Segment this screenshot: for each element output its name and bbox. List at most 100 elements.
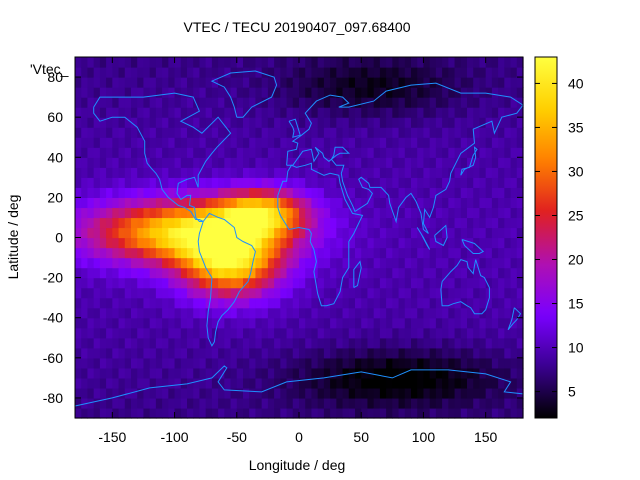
heatmap-cell bbox=[81, 257, 89, 269]
heatmap-cell bbox=[504, 317, 512, 329]
heatmap-cell bbox=[224, 127, 232, 138]
heatmap-cell bbox=[280, 407, 288, 419]
heatmap-cell bbox=[479, 227, 487, 239]
heatmap-cell bbox=[137, 217, 145, 229]
heatmap-cell bbox=[267, 357, 275, 369]
heatmap-cell bbox=[280, 57, 288, 68]
heatmap-cell bbox=[118, 267, 126, 279]
heatmap-cell bbox=[193, 117, 201, 128]
heatmap-cell bbox=[243, 107, 250, 118]
heatmap-cell bbox=[348, 117, 356, 128]
heatmap-cell bbox=[473, 337, 481, 349]
heatmap-cell bbox=[367, 267, 375, 279]
heatmap-cell bbox=[286, 217, 294, 229]
heatmap-cell bbox=[75, 387, 82, 399]
x-tick-label: -50 bbox=[227, 429, 247, 445]
heatmap-cell bbox=[218, 277, 225, 289]
heatmap-cell bbox=[155, 187, 163, 198]
heatmap-cell bbox=[454, 287, 462, 299]
heatmap-cell bbox=[485, 307, 493, 319]
heatmap-cell bbox=[435, 287, 443, 299]
heatmap-cell bbox=[305, 187, 313, 198]
heatmap-cell bbox=[193, 197, 201, 209]
heatmap-cell bbox=[467, 407, 474, 419]
heatmap-cell bbox=[286, 157, 294, 168]
heatmap-cell bbox=[485, 377, 493, 389]
heatmap-cell bbox=[261, 267, 269, 279]
heatmap-cell bbox=[81, 137, 89, 148]
heatmap-cell bbox=[467, 257, 474, 269]
heatmap-cell bbox=[267, 377, 275, 389]
heatmap-cell bbox=[504, 277, 512, 289]
heatmap-cell bbox=[411, 137, 418, 148]
heatmap-cell bbox=[317, 87, 325, 98]
heatmap-cell bbox=[442, 367, 449, 379]
heatmap-cell bbox=[174, 257, 182, 269]
heatmap-cell bbox=[504, 117, 512, 128]
heatmap-cell bbox=[348, 227, 356, 239]
heatmap-cell bbox=[311, 387, 319, 399]
heatmap-cell bbox=[187, 257, 194, 269]
heatmap-cell bbox=[162, 77, 169, 88]
heatmap-cell bbox=[473, 57, 481, 68]
heatmap-cell bbox=[112, 297, 120, 309]
heatmap-cell bbox=[99, 97, 107, 108]
heatmap-cell bbox=[516, 317, 524, 329]
heatmap-cell bbox=[392, 237, 400, 249]
heatmap-cell bbox=[330, 237, 337, 249]
heatmap-cell bbox=[187, 207, 194, 219]
heatmap-cell bbox=[274, 67, 281, 78]
heatmap-cell bbox=[311, 257, 319, 269]
heatmap-cell bbox=[311, 187, 319, 198]
heatmap-cell bbox=[168, 257, 176, 269]
heatmap-cell bbox=[187, 267, 194, 279]
heatmap-cell bbox=[498, 237, 505, 249]
heatmap-cell bbox=[373, 157, 381, 168]
heatmap-cell bbox=[485, 357, 493, 369]
heatmap-cell bbox=[143, 87, 151, 98]
heatmap-cell bbox=[355, 387, 362, 399]
heatmap-cell bbox=[411, 57, 418, 68]
heatmap-cell bbox=[504, 127, 512, 138]
heatmap-cell bbox=[417, 327, 425, 339]
heatmap-cell bbox=[155, 167, 163, 178]
heatmap-cell bbox=[342, 57, 350, 68]
heatmap-cell bbox=[230, 127, 238, 138]
heatmap-cell bbox=[218, 327, 225, 339]
heatmap-cell bbox=[211, 337, 219, 349]
heatmap-cell bbox=[311, 267, 319, 279]
heatmap-cell bbox=[87, 77, 95, 88]
heatmap-cell bbox=[442, 267, 449, 279]
heatmap-cell bbox=[93, 77, 101, 88]
heatmap-cell bbox=[292, 77, 300, 88]
heatmap-cell bbox=[218, 147, 225, 158]
heatmap-cell bbox=[467, 237, 474, 249]
heatmap-cell bbox=[193, 87, 201, 98]
heatmap-cell bbox=[367, 307, 375, 319]
heatmap-cell bbox=[274, 87, 281, 98]
heatmap-cell bbox=[317, 337, 325, 349]
heatmap-cell bbox=[460, 307, 468, 319]
heatmap-cell bbox=[355, 337, 362, 349]
heatmap-cell bbox=[106, 117, 113, 128]
heatmap-cell bbox=[404, 157, 412, 168]
heatmap-cell bbox=[498, 347, 505, 359]
heatmap-cell bbox=[429, 177, 437, 188]
heatmap-cell bbox=[218, 407, 225, 419]
heatmap-cell bbox=[168, 337, 176, 349]
heatmap-cell bbox=[454, 247, 462, 259]
heatmap-cell bbox=[323, 277, 331, 289]
heatmap-cell bbox=[292, 307, 300, 319]
heatmap-cell bbox=[317, 377, 325, 389]
heatmap-cell bbox=[460, 407, 468, 419]
heatmap-cell bbox=[392, 207, 400, 219]
heatmap-cell bbox=[211, 227, 219, 239]
heatmap-cell bbox=[355, 357, 362, 369]
heatmap-cell bbox=[330, 357, 337, 369]
heatmap-cell bbox=[249, 177, 257, 188]
heatmap-cell bbox=[398, 377, 406, 389]
heatmap-cell bbox=[367, 327, 375, 339]
heatmap-cell bbox=[155, 277, 163, 289]
heatmap-cell bbox=[317, 247, 325, 259]
heatmap-cell bbox=[267, 327, 275, 339]
